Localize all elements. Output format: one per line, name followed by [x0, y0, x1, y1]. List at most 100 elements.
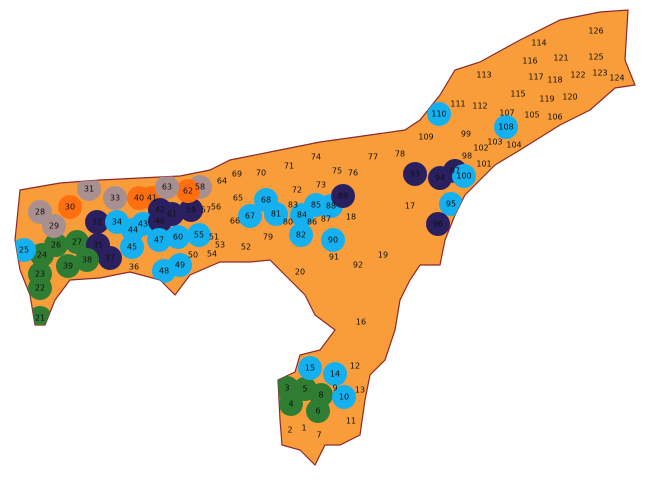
region-fill	[58, 195, 82, 219]
region-label: 100	[456, 172, 471, 181]
region-fill	[323, 362, 347, 386]
region-label: 30	[65, 203, 75, 212]
region-fill	[187, 223, 211, 247]
region-label: 23	[35, 270, 45, 279]
region-fill	[77, 177, 101, 201]
region-label: 70	[256, 169, 266, 178]
region-label: 120	[562, 93, 577, 102]
region-fill	[42, 214, 66, 238]
region-fill	[309, 383, 333, 407]
region-label: 20	[295, 268, 305, 277]
region-fills	[15, 102, 518, 423]
region-label: 57	[201, 206, 211, 215]
region-label: 116	[522, 57, 537, 66]
region-fill	[264, 202, 288, 226]
region-label: 10	[339, 393, 349, 402]
region-label: 83	[288, 201, 298, 210]
region-label: 52	[241, 243, 251, 252]
region-label: 49	[175, 261, 185, 270]
region-fill	[168, 253, 192, 277]
region-fill	[103, 186, 127, 210]
region-label: 17	[405, 202, 415, 211]
region-label: 105	[524, 111, 539, 120]
region-label: 47	[154, 236, 164, 245]
region-label: 25	[19, 246, 29, 255]
region-label: 85	[311, 201, 321, 210]
region-label: 9	[332, 384, 337, 393]
region-fill	[85, 210, 109, 234]
region-fill	[166, 225, 190, 249]
region-fill	[403, 162, 427, 186]
region-fill	[160, 202, 184, 226]
region-label: 92	[353, 261, 363, 270]
region-fill	[147, 228, 171, 252]
region-fill	[289, 223, 313, 247]
region-label: 14	[330, 370, 340, 379]
region-label: 22	[35, 284, 45, 293]
region-label: 29	[49, 222, 59, 231]
region-label: 68	[261, 196, 271, 205]
region-label: 76	[348, 169, 358, 178]
region-label: 61	[167, 210, 177, 219]
region-label: 81	[271, 210, 281, 219]
region-label: 58	[195, 183, 205, 192]
region-fill	[238, 204, 262, 228]
region-label: 84	[297, 211, 307, 220]
region-label: 114	[531, 39, 546, 48]
region-label: 110	[431, 110, 446, 119]
region-label: 21	[35, 314, 45, 323]
region-label: 95	[446, 200, 456, 209]
region-label: 26	[51, 241, 61, 250]
region-label: 8	[318, 391, 323, 400]
region-fill	[427, 102, 451, 126]
region-label: 42	[155, 206, 165, 215]
region-label: 101	[476, 160, 491, 169]
region-label: 89	[338, 192, 348, 201]
region-label: 1	[301, 424, 306, 433]
region-label: 46	[155, 217, 165, 226]
region-label: 18	[346, 213, 356, 222]
region-label: 119	[539, 95, 554, 104]
region-label: 126	[588, 27, 603, 36]
region-label: 53	[215, 241, 225, 250]
region-label: 108	[498, 123, 513, 132]
region-label: 91	[329, 253, 339, 262]
region-label: 75	[332, 167, 342, 176]
region-label: 3	[284, 384, 289, 393]
region-label: 16	[356, 318, 366, 327]
region-label: 87	[321, 215, 331, 224]
region-label: 50	[188, 251, 198, 260]
region-label: 64	[217, 177, 227, 186]
region-fill	[321, 228, 345, 252]
region-label: 115	[510, 90, 525, 99]
region-label: 6	[315, 407, 320, 416]
region-fill	[279, 392, 303, 416]
region-label: 32	[92, 218, 102, 227]
region-label: 56	[211, 203, 221, 212]
region-label: 123	[592, 69, 607, 78]
region-fill	[494, 115, 518, 139]
region-label: 106	[547, 113, 562, 122]
region-label: 117	[528, 73, 543, 82]
region-label: 78	[395, 150, 405, 159]
region-label: 88	[326, 202, 336, 211]
region-fill	[439, 192, 463, 216]
region-fill	[75, 248, 99, 272]
region-fill	[44, 233, 68, 257]
region-label: 43	[138, 220, 148, 229]
region-label: 96	[433, 220, 443, 229]
region-fill	[298, 356, 322, 380]
region-label: 19	[378, 251, 388, 260]
region-labels: 1234567891011121314151617181920212223242…	[19, 27, 625, 440]
region-label: 80	[283, 218, 293, 227]
region-fill	[176, 179, 200, 203]
region-label: 112	[472, 102, 487, 111]
region-label: 103	[487, 138, 502, 147]
region-fill	[56, 254, 80, 278]
region-label: 122	[570, 71, 585, 80]
region-label: 124	[609, 74, 624, 83]
region-label: 11	[346, 417, 356, 426]
region-label: 48	[159, 267, 169, 276]
region-label: 44	[128, 226, 138, 235]
region-label: 5	[302, 385, 307, 394]
